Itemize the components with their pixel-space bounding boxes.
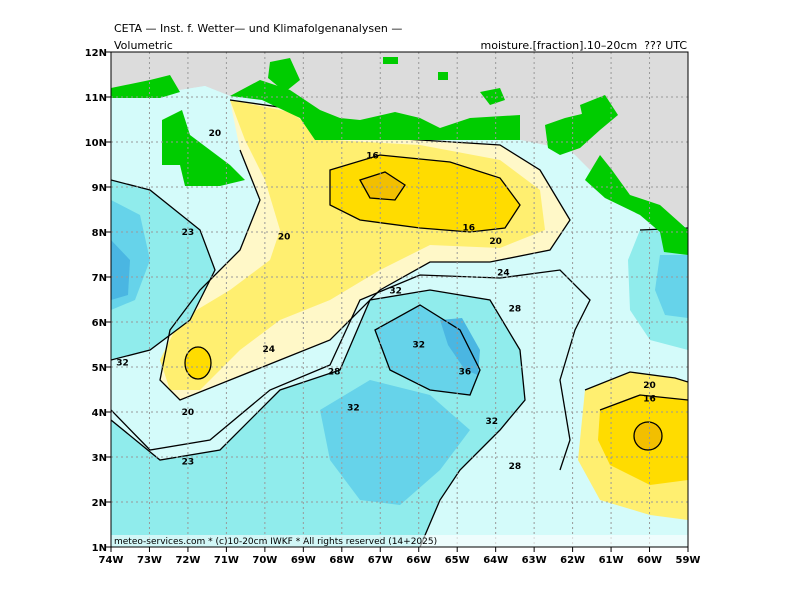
zone-12	[360, 172, 405, 200]
longitude-label: 64W	[483, 555, 508, 566]
zone-16-west	[185, 347, 211, 379]
latitude-label: 12N	[85, 48, 107, 59]
latitude-labels: 12N 11N 10N 9N 8N 7N 6N 5N 4N 3N 2N 1N	[85, 48, 107, 554]
latitude-label: 7N	[92, 273, 107, 284]
longitude-label: 70W	[252, 555, 277, 566]
contour-label: 20	[278, 233, 291, 243]
contour-label: 20	[643, 381, 656, 391]
contour-labels: 20 16 16 20 20 24 23 32 28 32 24 28 36 32 20 32 32 23 28 20…	[116, 129, 656, 472]
variable-name: Volumetric	[114, 39, 173, 52]
graticule	[111, 52, 688, 547]
contour-label: 32	[389, 287, 402, 297]
contour-label: 28	[328, 368, 341, 378]
latitude-label: 6N	[92, 318, 107, 329]
longitude-label: 71W	[214, 555, 239, 566]
contour-label: 24	[262, 345, 275, 355]
contour-label: 32	[412, 341, 425, 351]
contour-label: 20	[209, 129, 222, 139]
contour-label: 23	[182, 228, 195, 238]
contour-label: 16	[462, 224, 475, 234]
longitude-label: 69W	[291, 555, 316, 566]
longitude-label: 62W	[560, 555, 585, 566]
copyright-footer: meteo-services.com * (c)10-20cm IWKF * A…	[114, 537, 437, 547]
longitude-label: 74W	[99, 555, 124, 566]
contour-label: 32	[347, 404, 360, 414]
longitude-label: 59W	[676, 555, 701, 566]
latitude-label: 1N	[92, 543, 107, 554]
contour-label: 16	[366, 152, 379, 162]
contour-label: 20	[489, 237, 502, 247]
latitude-label: 2N	[92, 498, 107, 509]
latitude-label: 3N	[92, 453, 107, 464]
map-plot-area: 20 16 16 20 20 24 23 32 28 32 24 28 36 32 20 32 32 23 28 20…	[111, 52, 688, 547]
contour-label: 23	[182, 458, 195, 468]
contour-label: 28	[509, 305, 522, 315]
map-title: CETA — Inst. f. Wetter— und Klimafolgena…	[114, 22, 403, 35]
longitude-label: 65W	[445, 555, 470, 566]
zone-36-east	[655, 255, 688, 318]
longitude-label: 60W	[637, 555, 662, 566]
contour-label: 32	[486, 417, 499, 427]
latitude-label: 11N	[85, 93, 107, 104]
latitude-label: 4N	[92, 408, 107, 419]
latitude-label: 9N	[92, 183, 107, 194]
contour-label: 28	[509, 462, 522, 472]
longitude-labels: 74W 73W 72W 71W 70W 69W 68W 67W 66W 65W 64W 63W 62W 6…	[99, 555, 701, 566]
zone-36-south	[320, 380, 470, 505]
coastline-land	[111, 57, 688, 255]
contour-label: 32	[116, 359, 129, 369]
contour-label: 24	[497, 269, 510, 279]
plot-frame	[110, 51, 689, 548]
longitude-label: 68W	[329, 555, 354, 566]
latitude-label: 5N	[92, 363, 107, 374]
longitude-label: 63W	[522, 555, 547, 566]
latitude-label: 10N	[85, 138, 107, 149]
contour-label: 20	[182, 408, 195, 418]
contour-label: 16	[643, 395, 656, 405]
longitude-label: 73W	[137, 555, 162, 566]
longitude-label: 61W	[599, 555, 624, 566]
longitude-label: 66W	[406, 555, 431, 566]
variable-units-time: moisture.[fraction].10–20cm ??? UTC	[480, 39, 687, 52]
longitude-label: 72W	[175, 555, 200, 566]
contour-label: 36	[459, 368, 472, 378]
zone-40-center	[440, 318, 480, 375]
footer-strip	[111, 535, 688, 547]
zone-40-west	[111, 240, 130, 300]
longitude-label: 67W	[368, 555, 393, 566]
axis-ticks	[106, 51, 689, 552]
latitude-label: 8N	[92, 228, 107, 239]
zone-12-east	[634, 422, 662, 450]
